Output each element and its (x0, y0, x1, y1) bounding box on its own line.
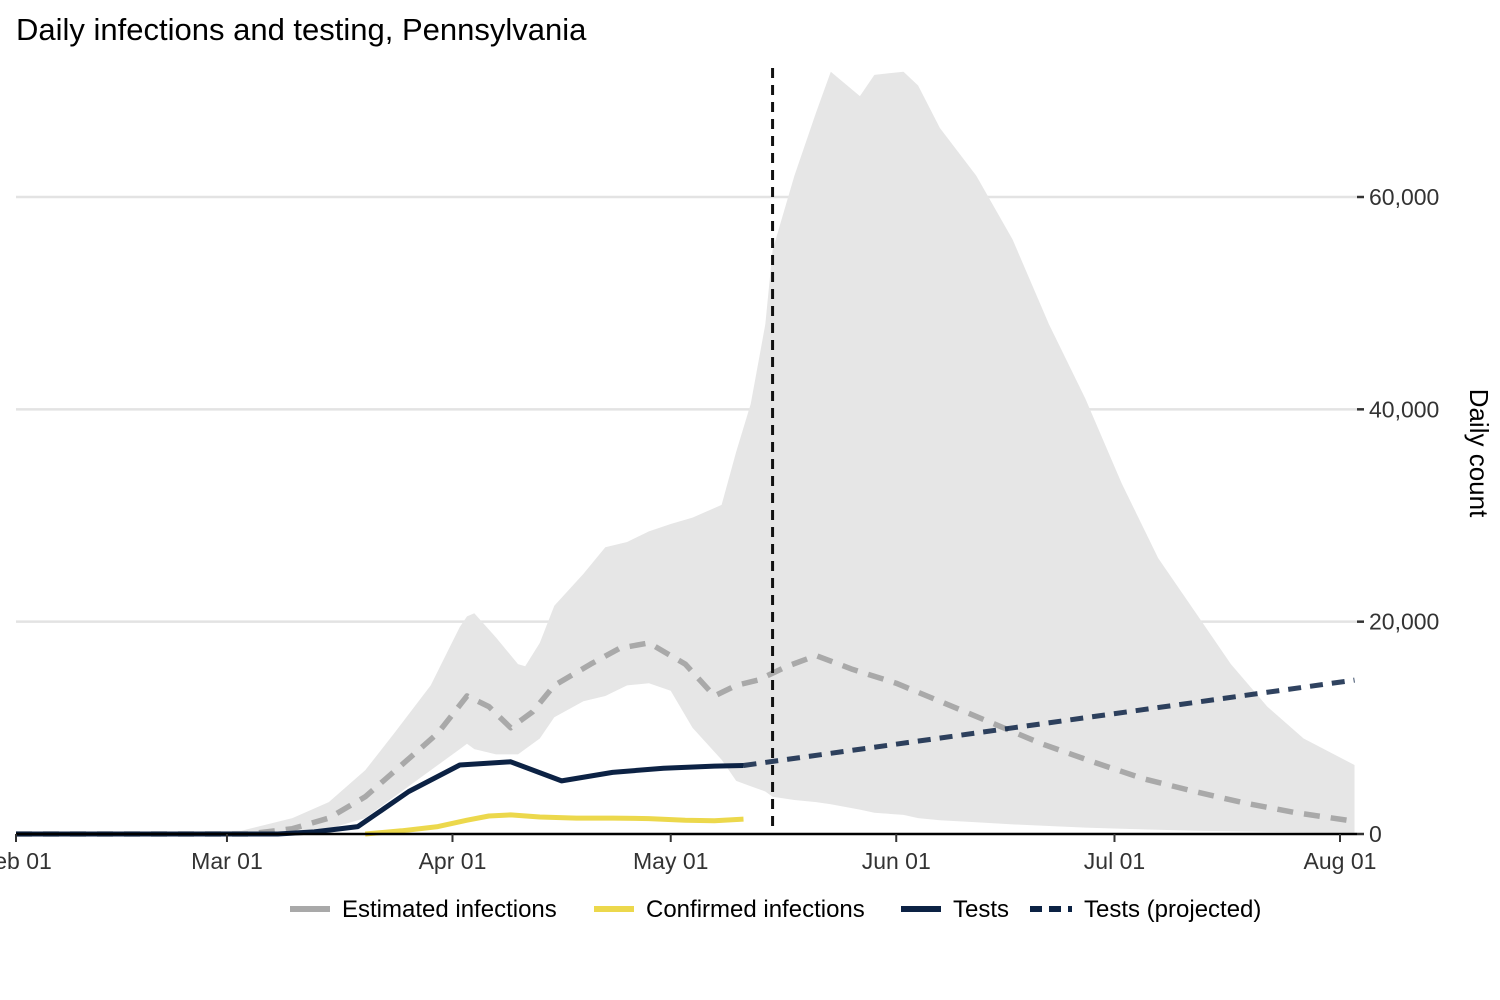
x-tick-label: Mar 01 (191, 848, 263, 874)
legend-label: Tests (projected) (1084, 896, 1261, 923)
axes: Feb 01 Mar 01 Apr 01 May 01 Jun 01 Jul 01 Aug … (0, 184, 1494, 874)
tests-line (16, 759, 744, 837)
estimated-infections-band (16, 71, 1355, 834)
legend-label: Tests (953, 896, 1009, 923)
confirmed-infections-line (364, 812, 744, 837)
y-tick-label: 40,000 (1369, 396, 1439, 422)
tests-projected-line (743, 677, 1355, 768)
x-tick-label: Aug 01 (1304, 848, 1377, 874)
x-tick-label: Jun 01 (862, 848, 931, 874)
y-tick-label: 60,000 (1369, 184, 1439, 210)
legend-label: Confirmed infections (646, 896, 865, 923)
chart-title: Daily infections and testing, Pennsylvan… (16, 12, 587, 47)
y-axis-title: Daily count (1464, 389, 1494, 518)
legend-label: Estimated infections (342, 896, 557, 923)
x-tick-label: Apr 01 (419, 848, 487, 874)
x-tick-label: May 01 (633, 848, 708, 874)
estimated-infections-line (16, 640, 1355, 837)
x-tick-label: Feb 01 (0, 848, 52, 874)
y-tick-label: 20,000 (1369, 609, 1439, 635)
x-tick-label: Jul 01 (1084, 848, 1145, 874)
legend: Estimated infections Confirmed infections… (290, 896, 1261, 923)
series-lines (16, 68, 1355, 837)
uncertainty-band (16, 71, 1355, 834)
y-tick-label: 0 (1369, 821, 1382, 847)
